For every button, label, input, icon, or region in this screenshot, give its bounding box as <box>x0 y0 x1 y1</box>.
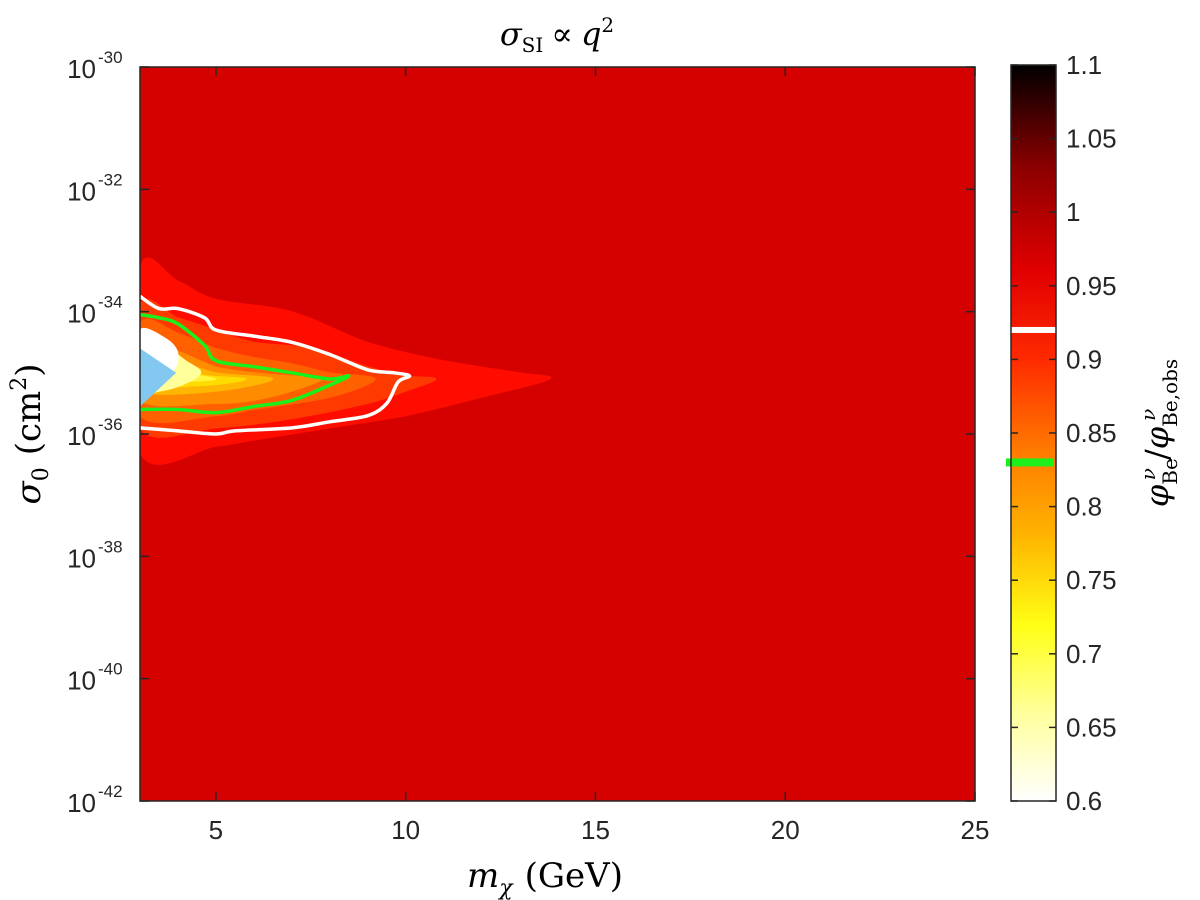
y-axis-label: σ0(cm2) <box>7 363 54 504</box>
x-tick-label: 10 <box>391 815 420 845</box>
green-contour-line <box>140 312 351 415</box>
colorbar-ticks: 0.6 0.65 0.7 0.75 0.8 0.85 0.9 0.95 1 1.05 1.1 <box>1011 50 1117 816</box>
colorbar-tick-label: 0.75 <box>1066 565 1117 595</box>
excluded-region <box>140 348 177 407</box>
colorbar-tick-label: 1 <box>1066 197 1080 227</box>
colorbar-label: φBeν/φBe,obsν <box>1136 359 1182 507</box>
colorbar-tick-label: 0.65 <box>1066 712 1117 742</box>
y-tick-label: 10 -30 <box>67 48 123 84</box>
colorbar-tick-label: 1.05 <box>1066 124 1117 154</box>
colorbar-tick-label: 0.85 <box>1066 418 1117 448</box>
y-tick-label: 10 -42 <box>67 782 123 818</box>
colorbar-tick-label: 0.7 <box>1066 639 1102 669</box>
colorbar-gradient <box>1011 65 1056 801</box>
colorbar: 0.6 0.65 0.7 0.75 0.8 0.85 0.9 0.95 1 1.05 1.1 φBe… <box>1006 50 1182 816</box>
colorbar-green-marker <box>1006 458 1054 467</box>
colorbar-tick-label: 1.1 <box>1066 50 1102 80</box>
colorbar-tick-label: 0.95 <box>1066 271 1117 301</box>
contour-lines <box>140 294 412 436</box>
y-tick-label: 10 -40 <box>67 660 123 696</box>
colorbar-tick-label: 0.9 <box>1066 344 1102 374</box>
x-tick-label: 5 <box>209 815 223 845</box>
colorbar-tick-label: 0.8 <box>1066 492 1102 522</box>
x-axis-label: mχ (GeV) <box>467 856 623 900</box>
tick-marks <box>140 66 976 802</box>
colorbar-tick-label: 0.6 <box>1066 786 1102 816</box>
y-tick-label: 10 -36 <box>67 415 123 451</box>
plot-area <box>139 66 976 802</box>
white-contour-line <box>140 294 412 436</box>
y-tick-label: 10 -38 <box>67 537 123 573</box>
x-tick-labels: 5 10 15 20 25 <box>209 815 990 845</box>
colorbar-white-marker <box>1011 326 1056 333</box>
colorbar-markers <box>1006 326 1056 467</box>
y-tick-label: 10 -32 <box>67 170 123 206</box>
x-tick-label: 20 <box>771 815 800 845</box>
y-tick-label: 10 -34 <box>67 293 123 329</box>
chart-title: σSI ∝ q2 <box>500 13 614 57</box>
y-tick-labels: 10-42 10-40 10-38 10-36 10-34 10-32 10-30 <box>67 48 123 818</box>
x-tick-label: 25 <box>961 815 990 845</box>
x-tick-label: 15 <box>581 815 610 845</box>
